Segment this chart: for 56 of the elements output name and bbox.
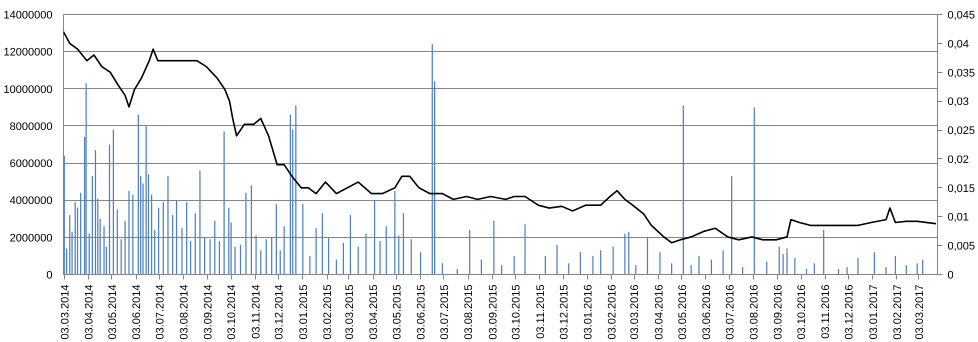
x-tick-label: 03.03.2014 bbox=[59, 284, 72, 340]
y2-tick-label: 0,03 bbox=[948, 96, 969, 108]
x-tick-label: 03.02.2017 bbox=[892, 284, 904, 340]
x-tick-label: 03.12.2016 bbox=[844, 284, 856, 340]
y2-tick-label: 0 bbox=[948, 270, 954, 282]
x-tick-label: 03.07.2014 bbox=[154, 284, 166, 340]
x-tick-label: 03.11.2014 bbox=[250, 284, 262, 339]
x-tick-label: 03.10.2014 bbox=[226, 284, 238, 340]
x-tick-label: 03.05.2014 bbox=[106, 284, 119, 340]
y-tick-label: 8000000 bbox=[10, 120, 53, 133]
x-tick-label: 03.06.2015 bbox=[416, 284, 428, 340]
x-tick-label: 03.04.2015 bbox=[368, 284, 380, 340]
x-tick-label: 03.02.2015 bbox=[322, 284, 334, 340]
y-tick-label: 10000000 bbox=[4, 84, 53, 96]
y2-tick-label: 0,035 bbox=[948, 67, 976, 80]
y2-tick-label: 0,025 bbox=[948, 125, 976, 138]
x-tick-label: 03.09.2015 bbox=[487, 284, 500, 340]
x-tick-label: 03.03.2016 bbox=[629, 284, 642, 340]
x-tick-label: 03.01.2016 bbox=[582, 284, 594, 340]
x-tick-label: 03.07.2016 bbox=[724, 284, 736, 340]
x-tick-label: 03.03.2017 bbox=[914, 284, 926, 340]
y2-tick-label: 0,04 bbox=[948, 38, 969, 50]
x-tick-label: 03.11.2016 bbox=[820, 284, 832, 339]
x-tick-label: 03.05.2016 bbox=[676, 284, 689, 340]
x-tick-label: 03.07.2015 bbox=[438, 284, 451, 340]
x-tick-label: 03.08.2014 bbox=[178, 284, 191, 340]
y2-tick-label: 0,045 bbox=[948, 10, 976, 22]
x-tick-label: 03.04.2014 bbox=[83, 284, 96, 340]
y-tick-label: 2000000 bbox=[10, 232, 53, 244]
y2-tick-label: 0,005 bbox=[948, 240, 976, 253]
x-tick-label: 03.09.2014 bbox=[202, 284, 215, 340]
x-tick-label: 03.12.2015 bbox=[558, 284, 570, 340]
y-tick-label: 12000000 bbox=[4, 46, 53, 59]
x-tick-label: 03.08.2016 bbox=[748, 284, 760, 340]
x-tick-label: 03.09.2016 bbox=[772, 284, 785, 340]
y2-tick-label: 0,01 bbox=[948, 212, 969, 224]
y2-tick-label: 0,02 bbox=[948, 154, 969, 166]
y2-tick-label: 0,015 bbox=[948, 182, 976, 195]
x-tick-label: 03.05.2015 bbox=[391, 284, 404, 340]
x-tick-label: 03.12.2014 bbox=[274, 284, 286, 340]
x-tick-label: 03.01.2015 bbox=[298, 284, 310, 340]
x-tick-label: 03.02.2016 bbox=[606, 284, 619, 340]
y-tick-label: 4000000 bbox=[10, 195, 53, 208]
x-tick-label: 03.01.2017 bbox=[868, 284, 880, 340]
line-series bbox=[64, 31, 937, 244]
x-tick-label: 03.10.2016 bbox=[796, 284, 808, 340]
x-tick-label: 03.03.2015 bbox=[344, 284, 356, 340]
x-tick-label: 03.08.2015 bbox=[463, 284, 476, 340]
y-tick-label: 0 bbox=[46, 270, 53, 282]
y-tick-label: 6000000 bbox=[10, 158, 53, 170]
x-tick-label: 03.10.2015 bbox=[510, 284, 523, 340]
y-tick-label: 14000000 bbox=[4, 10, 53, 22]
x-tick-label: 03.11.2015 bbox=[534, 284, 547, 339]
x-tick-label: 03.04.2016 bbox=[653, 284, 666, 340]
x-tick-label: 03.06.2016 bbox=[700, 284, 713, 340]
x-tick-label: 03.06.2014 bbox=[131, 284, 144, 340]
